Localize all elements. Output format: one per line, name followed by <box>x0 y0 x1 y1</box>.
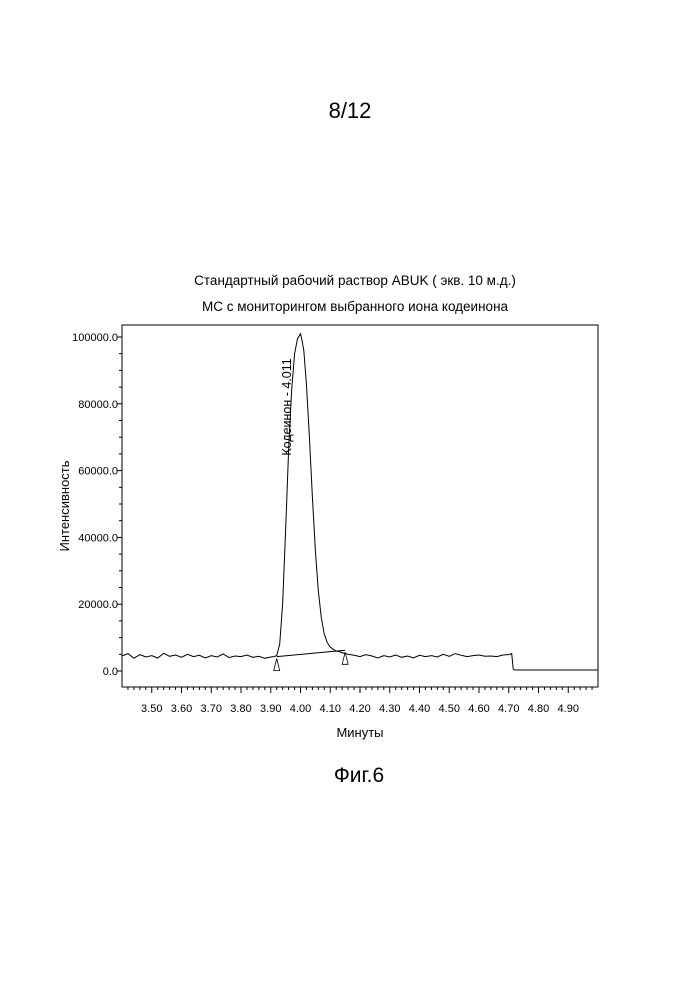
integration-baseline <box>277 650 345 656</box>
x-tick-label: 4.50 <box>439 703 460 715</box>
peak-start-marker <box>274 659 280 671</box>
x-tick-label: 4.80 <box>528 703 549 715</box>
x-axis-label: Минуты <box>336 725 383 740</box>
plot-frame <box>122 325 598 687</box>
x-axis: 3.50 3.60 3.70 3.80 3.90 4.00 4.10 4.20 4.30 4.40… <box>128 687 592 715</box>
y-tick-label: 60000.0 <box>78 466 118 478</box>
chart-title: Стандартный рабочий раствор ABUK ( экв. … <box>194 273 516 288</box>
peak-label: Кодеинон - 4.011 <box>280 358 294 455</box>
x-tick-label: 4.90 <box>558 703 579 715</box>
y-tick-label: 80000.0 <box>78 399 118 411</box>
x-tick-label: 4.00 <box>290 703 311 715</box>
y-axis: 0.0 20000.0 40000.0 60000.0 80000.0 100000.0 <box>72 332 122 678</box>
x-tick-label: 4.30 <box>379 703 400 715</box>
y-tick-label: 20000.0 <box>78 599 118 611</box>
y-tick-label: 40000.0 <box>78 532 118 544</box>
x-tick-label: 3.90 <box>260 703 281 715</box>
series-line <box>122 334 598 670</box>
x-tick-label: 3.80 <box>230 703 251 715</box>
x-tick-label: 4.60 <box>468 703 489 715</box>
figure-label: Фиг.6 <box>0 764 700 788</box>
x-tick-label: 4.40 <box>409 703 430 715</box>
x-tick-label: 4.70 <box>498 703 519 715</box>
x-tick-label: 3.70 <box>201 703 222 715</box>
x-tick-label: 3.50 <box>141 703 162 715</box>
y-axis-label: Интенсивность <box>57 460 72 551</box>
chart-subtitle: МС с мониторингом выбранного иона кодеин… <box>202 299 509 314</box>
x-tick-label: 4.10 <box>320 703 341 715</box>
x-tick-label: 4.20 <box>349 703 370 715</box>
x-tick-label: 3.60 <box>171 703 192 715</box>
y-tick-label: 0.0 <box>103 666 118 678</box>
y-tick-label: 100000.0 <box>72 332 118 344</box>
